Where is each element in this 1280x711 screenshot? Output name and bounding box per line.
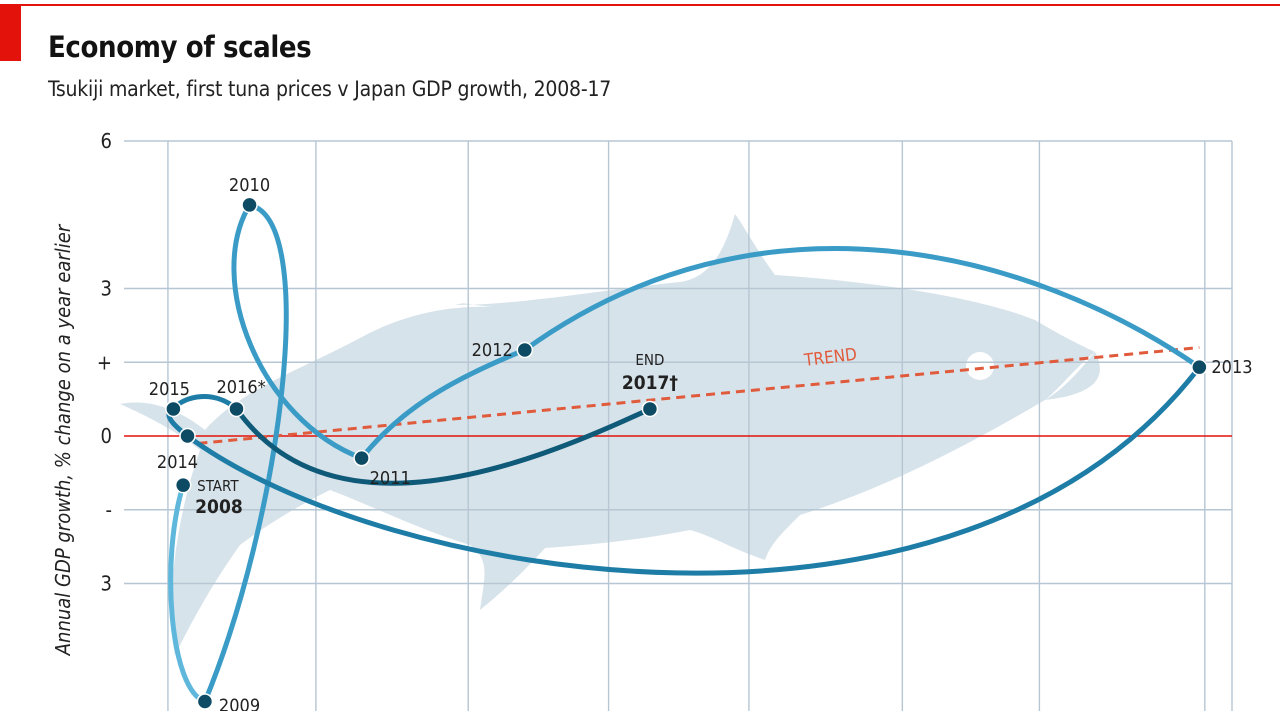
point-2015 — [165, 400, 182, 418]
point-2017 — [641, 400, 659, 418]
chart-subtitle: Tsukiji market, first tuna prices v Japa… — [48, 77, 612, 101]
data-points — [165, 196, 1208, 710]
label-2010: 2010 — [229, 175, 270, 196]
y-axis-ticks: 6 3 +0 - 3 — [97, 129, 112, 596]
series-segment-2008 — [168, 482, 208, 704]
label-2017: 2017† — [622, 372, 679, 394]
point-2014 — [179, 427, 196, 445]
point-2016 — [228, 400, 245, 418]
y-tick-label: 0 — [101, 424, 112, 448]
point-2010 — [241, 196, 258, 214]
chart-title: Economy of scales — [48, 30, 312, 64]
label-2016: 2016* — [216, 377, 265, 398]
point-2008 — [174, 476, 192, 494]
series-segment-2011 — [359, 347, 528, 461]
label-2015: 2015 — [149, 379, 190, 400]
y-tick-label: 3 — [101, 277, 112, 301]
label-2009: 2009 — [219, 696, 260, 711]
label-end: END — [635, 351, 664, 369]
point-2009 — [196, 693, 214, 710]
series-segment-2009 — [202, 202, 289, 704]
y-tick-label: - — [106, 498, 113, 522]
label-2011: 2011 — [370, 468, 411, 489]
brand-red-tab — [0, 4, 21, 61]
tuna-silhouette — [120, 214, 1100, 655]
point-2012 — [516, 341, 534, 359]
label-2013: 2013 — [1211, 357, 1252, 378]
top-red-rule — [0, 4, 1280, 6]
point-2013 — [1191, 358, 1208, 376]
label-2012: 2012 — [472, 340, 513, 361]
y-tick-label: + — [97, 350, 112, 374]
series-segment-2010 — [231, 202, 365, 461]
grid-lines — [124, 140, 1233, 711]
y-axis-label: Annual GDP growth, % change on a year ea… — [51, 224, 75, 656]
label-start: START — [197, 477, 239, 495]
series-segment-2016 — [233, 406, 653, 486]
y-axis-label-box: Annual GDP growth, % change on a year ea… — [48, 195, 78, 685]
series-segment-2013 — [185, 364, 1202, 576]
label-2008: 2008 — [195, 496, 243, 518]
series-path — [166, 202, 1202, 704]
trend-line — [198, 346, 1200, 445]
point-2011 — [353, 449, 370, 467]
y-tick-label: 3 — [101, 572, 112, 596]
series-segment-2012 — [522, 245, 1202, 370]
y-tick-label: 6 — [101, 129, 112, 153]
label-2014: 2014 — [157, 452, 198, 473]
